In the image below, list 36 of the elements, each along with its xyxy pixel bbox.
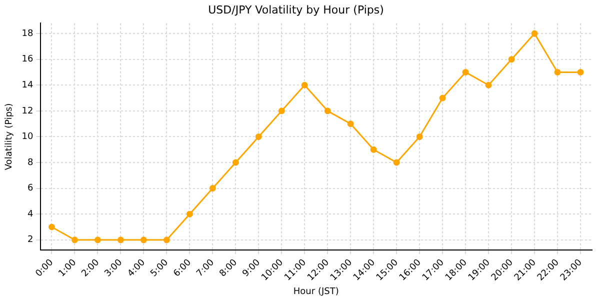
y-tick-label: 8: [28, 158, 34, 168]
point: [71, 236, 78, 244]
point: [370, 146, 377, 153]
point: [485, 82, 492, 88]
point: [531, 30, 538, 37]
y-tick-label: 12: [22, 106, 34, 116]
y-tick-label: 10: [22, 132, 34, 142]
y-tick-label: 4: [28, 209, 34, 220]
point: [278, 108, 285, 114]
y-tick-label: 6: [28, 184, 34, 194]
point: [462, 68, 469, 76]
point: [186, 210, 193, 218]
point: [117, 236, 124, 244]
point: [416, 133, 423, 140]
point: [347, 120, 354, 128]
point: [554, 68, 561, 76]
point: [508, 56, 515, 63]
point: [94, 236, 101, 244]
point: [324, 108, 331, 114]
point: [393, 159, 400, 166]
y-tick-label: 14: [22, 80, 34, 90]
y-tick-label: 18: [22, 28, 34, 39]
point: [209, 185, 216, 192]
point: [439, 94, 446, 102]
point: [163, 236, 170, 244]
point: [140, 236, 147, 244]
chart-title: USD/JPY Volatility by Hour (Pips): [208, 3, 384, 16]
point: [48, 224, 55, 230]
y-axis-title: Volatility (Pips): [4, 103, 15, 170]
point: [577, 68, 584, 76]
y-tick-label: 16: [22, 54, 34, 65]
point: [232, 159, 239, 166]
y-tick-label: 2: [28, 235, 34, 246]
x-axis-title: Hour (JST): [293, 286, 339, 297]
point: [301, 82, 308, 88]
point: [255, 133, 262, 140]
